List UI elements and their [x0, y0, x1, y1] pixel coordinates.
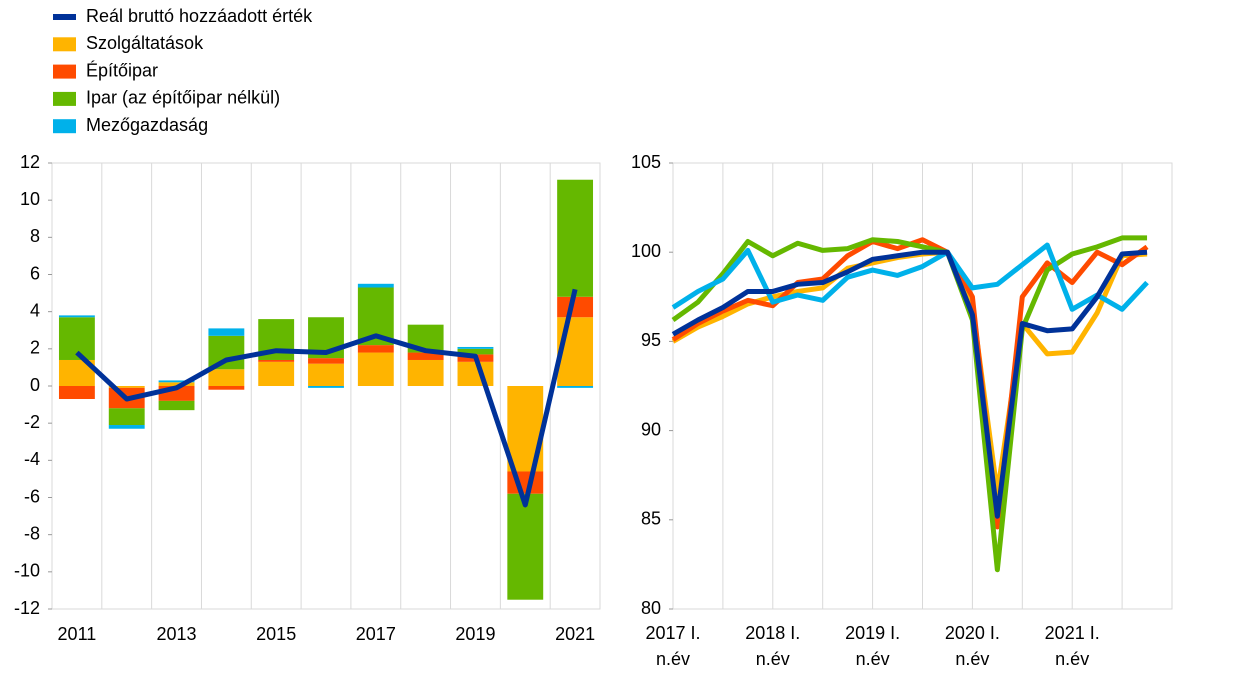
- bar-segment: [457, 361, 494, 386]
- x-tick-label: 2017 I.: [645, 623, 700, 643]
- y-tick-label: 100: [631, 241, 661, 261]
- bar-segment: [258, 361, 295, 386]
- bar-segment: [158, 400, 195, 411]
- legend-label: Szolgáltatások: [86, 33, 204, 53]
- legend-marker: [53, 64, 76, 79]
- x-tick-label: 2017: [356, 624, 396, 644]
- y-tick-label: -4: [24, 449, 40, 469]
- line: [671, 242, 1149, 312]
- x-tick-label: 2019: [455, 624, 495, 644]
- y-tick-label: 4: [30, 300, 40, 320]
- x-tick-label: n.év: [656, 649, 690, 669]
- bar-segment: [357, 352, 394, 386]
- y-tick-label: 2: [30, 338, 40, 358]
- x-tick-label: n.év: [856, 649, 890, 669]
- bar-segment: [208, 386, 245, 390]
- bar-segment: [108, 386, 145, 388]
- bar-segment: [208, 369, 245, 386]
- bar-segment: [557, 386, 594, 388]
- bar-segment: [407, 352, 444, 360]
- y-tick-label: 90: [641, 419, 661, 439]
- bar-segment: [158, 382, 195, 386]
- bar-segment: [407, 359, 444, 386]
- bar-segment: [308, 363, 344, 386]
- bar-segment: [557, 179, 594, 297]
- bar-segment: [58, 315, 95, 318]
- x-tick-label: n.év: [1055, 649, 1089, 669]
- x-tick-label: 2020 I.: [945, 623, 1000, 643]
- y-tick-label: 8: [30, 226, 40, 246]
- x-tick-label: 2013: [157, 624, 197, 644]
- y-tick-label: 10: [20, 189, 40, 209]
- line: [671, 237, 1149, 530]
- bar-segment: [357, 345, 394, 353]
- legend-label: Ipar (az építőipar nélkül): [86, 88, 280, 108]
- x-tick-label: 2015: [256, 624, 296, 644]
- legend-label: Építőipar: [86, 60, 158, 80]
- x-tick-label: 2019 I.: [845, 623, 900, 643]
- bar-segment: [457, 348, 494, 355]
- line: [75, 288, 578, 508]
- x-tick-label: 2021 I.: [1045, 623, 1100, 643]
- y-tick-label: 85: [641, 509, 661, 529]
- y-tick-label: 6: [30, 263, 40, 283]
- legend-marker: [53, 14, 76, 20]
- bar-segment: [208, 335, 245, 370]
- x-tick-label: n.év: [955, 649, 989, 669]
- y-tick-label: 0: [30, 375, 40, 395]
- bar-segment: [108, 425, 145, 429]
- bar-segment: [357, 283, 394, 288]
- y-tick-label: -12: [14, 598, 40, 618]
- line: [671, 249, 1148, 519]
- y-tick-label: 105: [631, 152, 661, 172]
- bar-segment: [258, 359, 295, 362]
- y-tick-label: -6: [24, 486, 40, 506]
- legend-label: Mezőgazdaság: [86, 115, 208, 135]
- legend-marker: [53, 37, 76, 52]
- bar-segment: [308, 386, 344, 388]
- bar-segment: [557, 296, 594, 318]
- bar-segment: [108, 408, 145, 426]
- bar-segment: [457, 346, 494, 349]
- bar-segment: [158, 380, 195, 383]
- bar-segment: [208, 328, 245, 336]
- x-tick-label: 2011: [58, 624, 97, 644]
- legend-label: Reál bruttó hozzáadott érték: [86, 6, 313, 26]
- x-tick-label: 2021: [555, 624, 595, 644]
- bar-segment: [507, 493, 544, 600]
- y-tick-label: -8: [24, 523, 40, 543]
- bar-segment: [58, 386, 95, 400]
- y-tick-label: 95: [641, 330, 661, 350]
- y-tick-label: 12: [20, 152, 40, 172]
- y-tick-label: -10: [14, 561, 40, 581]
- legend-marker: [53, 119, 76, 134]
- x-tick-label: n.év: [756, 649, 790, 669]
- legend-marker: [53, 91, 76, 106]
- bar-segment: [308, 358, 344, 364]
- x-tick-label: 2018 I.: [745, 623, 800, 643]
- line: [671, 235, 1148, 573]
- line: [671, 249, 1148, 496]
- y-tick-label: -2: [24, 412, 40, 432]
- y-tick-label: 80: [641, 598, 661, 618]
